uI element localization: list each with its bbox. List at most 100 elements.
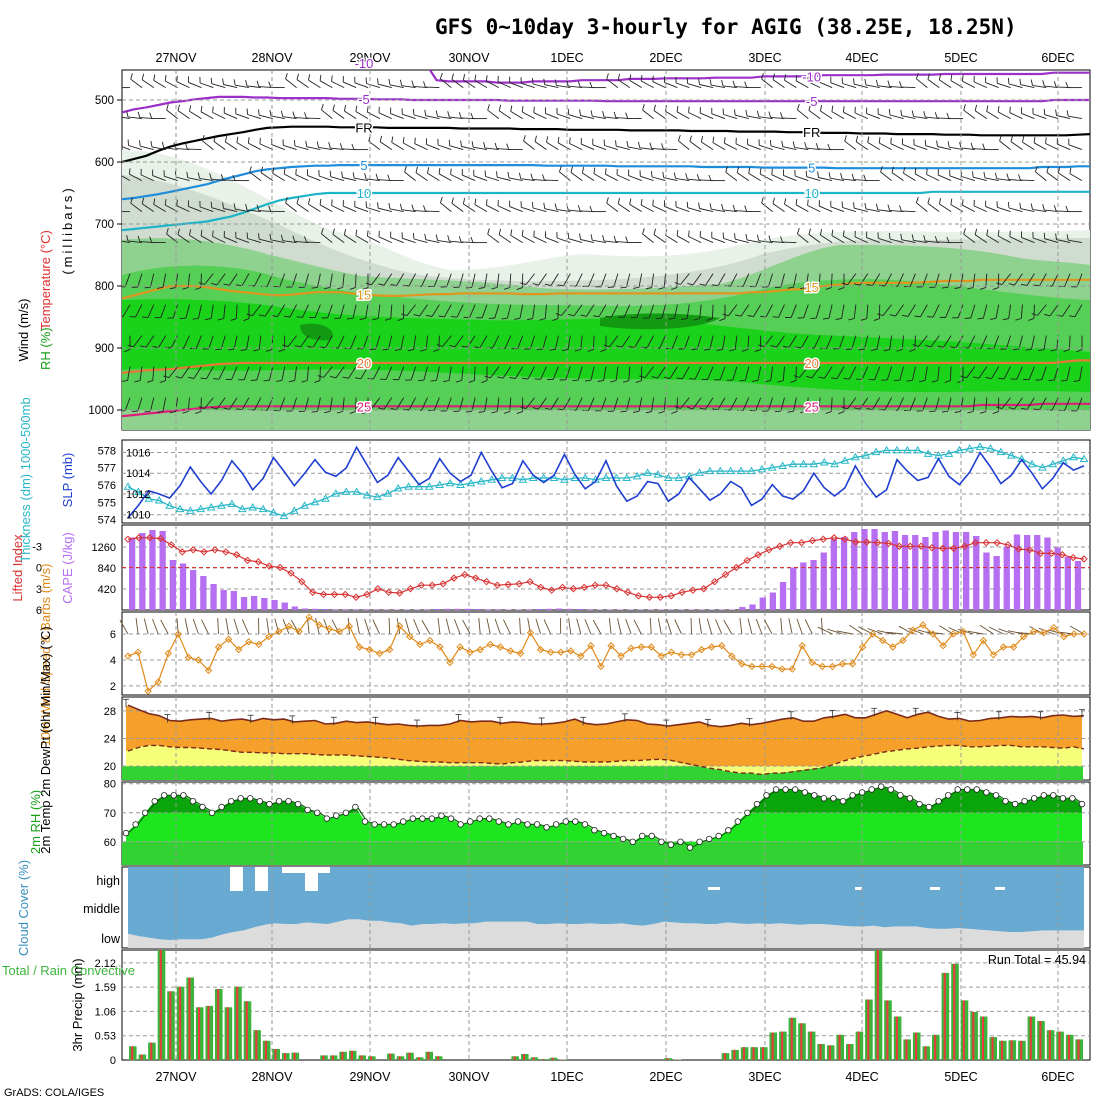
wind-barb [955, 335, 964, 348]
wind-barb-flag [567, 232, 570, 239]
precip-tick-label: 0.53 [95, 1031, 116, 1043]
precip-conv-bar [733, 1049, 736, 1060]
wind-barb [279, 273, 286, 287]
wind-barb [842, 83, 857, 89]
wind-barb [556, 113, 571, 120]
wind-barb-flag [387, 174, 391, 181]
wind-barb-flag [367, 377, 374, 380]
wind-barb [304, 273, 309, 288]
wind-barb [314, 304, 321, 318]
wind-barb [811, 366, 821, 379]
wind-barb-flag [245, 203, 248, 211]
wind10m-marker [335, 627, 344, 636]
wind-barb-flag [192, 317, 199, 320]
wind-barb-flag [305, 140, 308, 147]
wind-barb [212, 236, 226, 244]
wind-barb-flag [439, 72, 443, 79]
thickness-marker [902, 445, 912, 454]
wind-barb [575, 397, 583, 411]
wind-barb-flag [355, 377, 362, 380]
rh-marker [935, 798, 942, 805]
wind-barb [770, 240, 785, 244]
wind-barb-flag [1028, 318, 1035, 321]
wind-barb-flag [177, 228, 180, 235]
cape-bar [190, 570, 197, 610]
wind-barb-flag [144, 286, 151, 289]
wind-barb [711, 237, 726, 244]
wind10m-barb [143, 618, 149, 635]
wind-barb [604, 145, 619, 151]
wind-barb-flag [339, 143, 343, 150]
wind-barb-flag [263, 379, 270, 382]
wind10m-marker [768, 662, 776, 671]
wind-barb-flag [979, 287, 986, 290]
wind-barb [223, 304, 226, 319]
thickness-marker [165, 501, 174, 509]
li-marker [178, 548, 187, 556]
wind-barb-flag [1069, 167, 1072, 174]
wind-barb [606, 78, 619, 88]
cape-bar [678, 609, 685, 610]
wind-barb [640, 80, 654, 88]
wind-barb [699, 304, 702, 319]
wind-barb-flag [458, 112, 462, 119]
thickness-marker [861, 451, 871, 459]
li-marker [341, 590, 349, 599]
wind-barb [788, 335, 797, 348]
wind-barb-flag [947, 141, 950, 148]
wind-barb [413, 114, 428, 120]
wind10m-barb [201, 619, 209, 635]
wind-barb-flag [448, 139, 451, 146]
wind-barb [711, 84, 726, 89]
wind-barb [1037, 304, 1047, 316]
wind10m-marker [748, 662, 756, 671]
wind-barb-flag [453, 410, 460, 413]
wind10m-barb [849, 624, 863, 635]
wind10m-barb [723, 619, 733, 635]
wind10m-barb [979, 624, 994, 635]
wind-barb-flag [810, 317, 817, 320]
li-marker [960, 542, 969, 550]
li-marker [591, 581, 599, 589]
wind-barb-flag [871, 348, 878, 351]
wind-barb-flag [866, 284, 873, 287]
wind-barb [947, 273, 952, 288]
wind-barb-flag [424, 109, 427, 116]
wind-barb-flag [320, 227, 324, 234]
precip-conv-bar [819, 1044, 822, 1060]
wind-barb [360, 366, 369, 379]
wind-barb-flag [579, 233, 581, 240]
li-tick-label: 0 [36, 563, 42, 575]
li-marker [1015, 545, 1023, 553]
wind10m-marker [345, 622, 354, 630]
li-marker [298, 577, 306, 586]
wind-barb [592, 115, 607, 120]
thickness-marker [1027, 459, 1037, 468]
precip-conv-bar [350, 1050, 353, 1060]
chart-title: GFS 0~10day 3-hourly for AGIG (38.25E, 1… [435, 15, 1017, 39]
wind-barb-flag [603, 344, 610, 348]
wind-barb-flag [671, 287, 678, 290]
wind-barb [736, 172, 750, 181]
wind-barb [200, 273, 202, 288]
wind-barb-flag [285, 73, 288, 80]
wind-barb-flag [157, 286, 164, 289]
wind-barb [807, 205, 821, 213]
wind-barb [974, 234, 988, 243]
rh-marker [189, 798, 197, 805]
wind-barb-flag [934, 112, 938, 119]
wind-barb-flag [706, 318, 713, 321]
rh-base-band [122, 841, 1083, 865]
wind-barb-flag [283, 168, 286, 175]
rh-marker [495, 818, 502, 825]
wind-barb [413, 335, 417, 350]
cape-bar [576, 609, 583, 610]
wind-barb-flag [579, 109, 581, 116]
rh2m-axis-label: 2m RH (%) [28, 790, 43, 854]
rh-marker [801, 789, 808, 796]
wind10m-marker [446, 658, 454, 667]
rh-marker [505, 821, 512, 828]
precip-conv-bar [417, 1057, 420, 1061]
wind-barb-flag [362, 411, 369, 415]
wind-barb [437, 144, 452, 151]
